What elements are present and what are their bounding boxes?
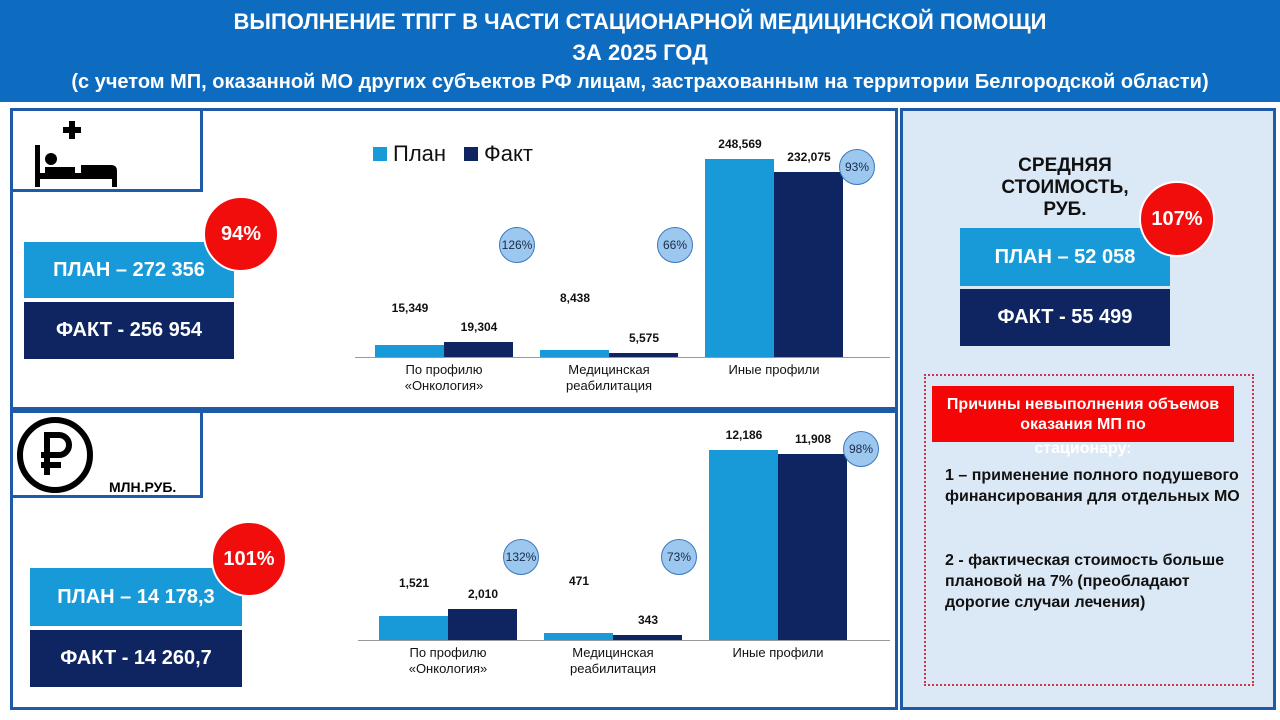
category-label: Иные профили	[728, 362, 820, 377]
x-axis	[358, 640, 890, 641]
reason-2: 2 - фактическая стоимость больше планово…	[945, 552, 1225, 611]
bar-fact	[613, 634, 682, 640]
data-label: 248,569	[718, 137, 762, 152]
avg-cost-plan: ПЛАН – 52 058	[960, 228, 1170, 286]
legend-fact: Факт	[484, 141, 533, 166]
bar-plan	[705, 159, 774, 357]
title-line1: ВЫПОЛНЕНИЕ ТПГГ В ЧАСТИ СТАЦИОНАРНОЙ МЕД…	[233, 9, 1047, 34]
data-label: 12,186	[725, 427, 763, 442]
bar-fact	[778, 454, 847, 640]
bar-plan	[379, 616, 448, 640]
subtitle: (с учетом МП, оказанной МО других субъек…	[71, 71, 1209, 93]
bar-plan	[544, 632, 613, 640]
money-percent-badge: 101%	[211, 521, 287, 597]
money-plan: ПЛАН – 14 178,3	[30, 568, 242, 626]
chart-legend: План Факт	[373, 141, 533, 167]
legend-fact-swatch	[464, 147, 479, 161]
money-unit: МЛН.РУБ.	[109, 479, 177, 495]
data-label: 5,575	[628, 330, 660, 345]
x-axis	[355, 357, 890, 358]
reason-1: 1 – применение полного подушевого финанс…	[945, 467, 1240, 505]
data-label: 471	[568, 574, 590, 588]
ruble-icon	[17, 417, 93, 493]
bar-fact	[774, 172, 843, 357]
percent-badge: 93%	[839, 149, 875, 185]
reasons-title-overflow: стационару:	[1034, 440, 1132, 457]
legend-plan: План	[393, 141, 447, 166]
reasons-title: Причины невыполнения объемов оказания МП…	[932, 386, 1234, 442]
data-label: 8,438	[559, 291, 591, 305]
avg-cost-fact: ФАКТ - 55 499	[960, 289, 1170, 346]
category-label: Иные профили	[732, 645, 824, 660]
bar-plan	[375, 344, 444, 357]
ruble-icon-box: МЛН.РУБ.	[10, 410, 203, 498]
data-label: 343	[637, 612, 659, 627]
avg-cost-title: СРЕДНЯЯ СТОИМОСТЬ, РУБ.	[1001, 155, 1129, 220]
category-label: Медицинская реабилитация	[569, 645, 657, 676]
percent-badge: 66%	[657, 227, 693, 263]
data-label: 11,908	[794, 432, 832, 447]
header: ВЫПОЛНЕНИЕ ТПГГ В ЧАСТИ СТАЦИОНАРНОЙ МЕД…	[0, 0, 1280, 102]
bar-plan	[540, 350, 609, 357]
percent-badge: 132%	[503, 539, 539, 575]
avg-cost-percent-badge: 107%	[1139, 181, 1215, 257]
bar-fact	[444, 341, 513, 357]
category-label: Медицинская реабилитация	[565, 362, 653, 393]
cases-plan: ПЛАН – 272 356	[24, 242, 234, 298]
bed-icon-box	[10, 108, 203, 192]
cases-percent-badge: 94%	[203, 196, 279, 272]
money-fact: ФАКТ - 14 260,7	[30, 630, 242, 687]
legend-plan-swatch	[373, 147, 387, 161]
data-label: 15,349	[391, 301, 429, 315]
data-label: 2,010	[467, 586, 499, 601]
data-label: 232,075	[787, 150, 831, 165]
category-label: По профилю «Онкология»	[404, 362, 484, 393]
bar-plan	[709, 449, 778, 640]
percent-badge: 126%	[499, 227, 535, 263]
percent-badge: 98%	[843, 431, 879, 467]
cases-fact: ФАКТ - 256 954	[24, 302, 234, 359]
hospital-bed-icon	[35, 121, 117, 187]
percent-badge: 73%	[661, 539, 697, 575]
data-label: 1,521	[398, 576, 430, 590]
data-label: 19,304	[460, 319, 498, 334]
bar-fact	[609, 352, 678, 357]
title-line2: ЗА 2025 ГОД	[572, 40, 708, 65]
category-label: По профилю «Онкология»	[408, 645, 488, 676]
reasons-box	[924, 374, 1254, 686]
bar-fact	[448, 608, 517, 640]
